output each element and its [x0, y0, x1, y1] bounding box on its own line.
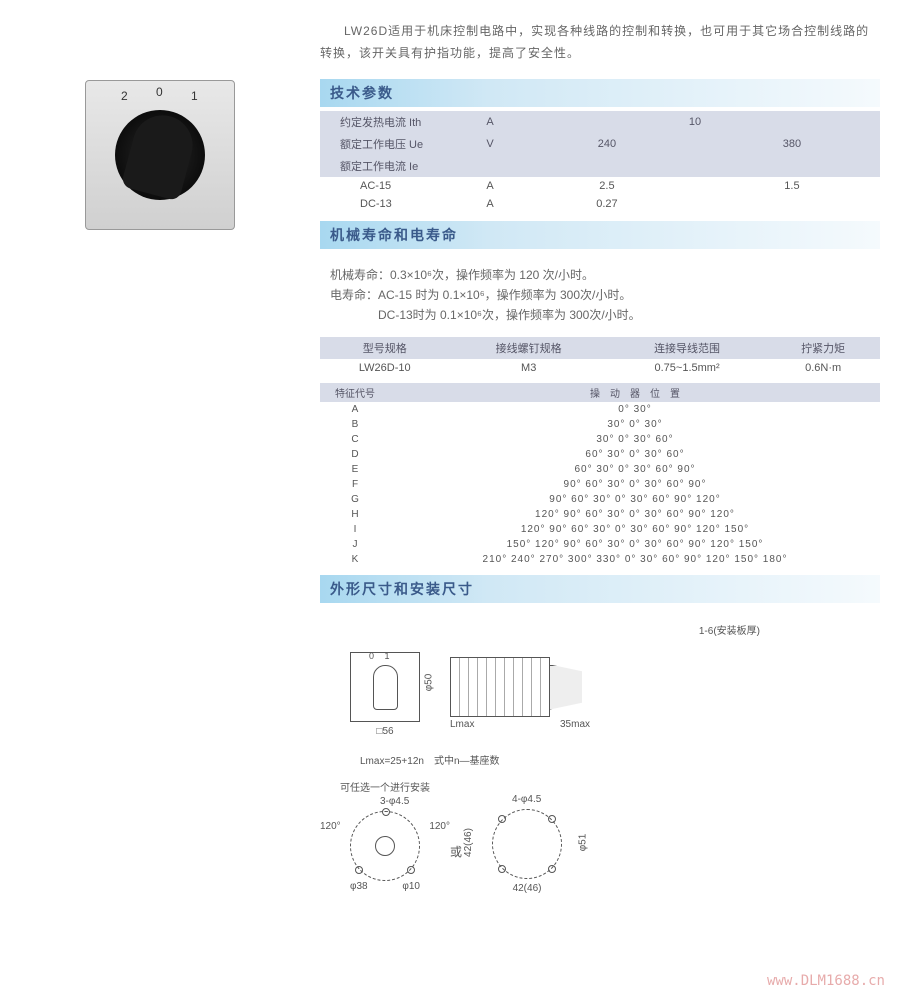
spec-table: 型号规格 接线螺钉规格 连接导线范围 拧紧力矩 LW26D-10 M3 0.75… — [320, 337, 880, 377]
life-line: 机械寿命：0.3×10⁶次，操作频率为 120 次/小时。 — [330, 265, 870, 285]
feature-code: K — [320, 552, 390, 567]
feature-code: D — [320, 447, 390, 462]
formula: Lmax=25+12n 式中n—基座数 — [320, 752, 880, 767]
feature-pos: 0° 30° — [390, 402, 880, 417]
feature-pos: 30° 0° 30° — [390, 417, 880, 432]
tech-label: 额定工作电压 Ue — [320, 133, 470, 155]
right-column: LW26D适用于机床控制电路中，实现各种线路的控制和转换，也可用于其它场合控制线… — [320, 0, 900, 944]
feature-code: C — [320, 432, 390, 447]
feature-pos: 150° 120° 90° 60° 30° 0° 30° 60° 90° 120… — [390, 537, 880, 552]
holes-a-label: 3-φ4.5 — [380, 796, 409, 807]
h-b-label: 42(46) — [463, 828, 474, 857]
spec-header: 接线螺钉规格 — [449, 337, 607, 359]
tech-val: 240 — [510, 133, 704, 155]
product-image: 2 0 1 — [60, 80, 260, 280]
life-line: 电寿命：AC-15 时为 0.1×10⁶，操作频率为 300次/小时。 — [330, 285, 870, 305]
side-view-diagram: φ50 Lmax 35max — [450, 657, 590, 732]
life-desc: 机械寿命：0.3×10⁶次，操作频率为 120 次/小时。 电寿命：AC-15 … — [320, 253, 880, 337]
or-text: 或 — [450, 843, 462, 860]
tech-params-table: 约定发热电流 IthA10 额定工作电压 UeV240380 额定工作电流 Ie… — [320, 111, 880, 213]
tech-val: 1.5 — [704, 177, 880, 195]
tech-unit: A — [470, 111, 510, 133]
tech-sublabel: DC-13 — [320, 195, 470, 213]
height-label: φ50 — [423, 674, 434, 692]
dia-a-label: φ38 — [350, 881, 368, 892]
section-tech-params: 技术参数 — [320, 79, 880, 107]
feature-code: H — [320, 507, 390, 522]
angle-label: 120° — [429, 821, 450, 832]
spec-val: LW26D-10 — [320, 359, 449, 377]
feature-code: B — [320, 417, 390, 432]
left-column: 2 0 1 — [0, 0, 320, 944]
feature-pos: 120° 90° 60° 30° 0° 30° 60° 90° 120° 150… — [390, 522, 880, 537]
tech-label: 额定工作电流 Ie — [320, 155, 470, 177]
feature-code: G — [320, 492, 390, 507]
feature-code: A — [320, 402, 390, 417]
spec-val: 0.6N·m — [766, 359, 880, 377]
tech-label: 约定发热电流 Ith — [320, 111, 470, 133]
angle-label: 120° — [320, 821, 341, 832]
feature-pos: 120° 90° 60° 30° 0° 30° 60° 90° 120° — [390, 507, 880, 522]
spec-header: 拧紧力矩 — [766, 337, 880, 359]
watermark: www.DLM1688.cn — [767, 973, 885, 989]
feature-code: F — [320, 477, 390, 492]
spec-header: 连接导线范围 — [608, 337, 766, 359]
feature-pos-header: 操 动 器 位 置 — [390, 383, 880, 402]
mount-pattern-b: 4-φ4.5 42(46) φ51 42(46) — [492, 809, 562, 894]
dimension-diagrams: 1-6(安装板厚) 0 1 □56 φ50 Lmax — [320, 607, 880, 924]
feature-pos: 90° 60° 30° 0° 30° 60° 90° 120° — [390, 492, 880, 507]
tech-sublabel: AC-15 — [320, 177, 470, 195]
holes-b-label: 4-φ4.5 — [512, 794, 541, 805]
w-b-label: 42(46) — [492, 883, 562, 894]
intro-text: LW26D适用于机床控制电路中，实现各种线路的控制和转换，也可用于其它场合控制线… — [320, 20, 880, 64]
mount-pattern-a: 3-φ4.5 120° 120° φ38 φ10 — [350, 811, 420, 892]
spec-header: 型号规格 — [320, 337, 449, 359]
front-view-diagram: 0 1 □56 — [350, 652, 420, 737]
dim-front-label: □56 — [350, 726, 420, 737]
life-line: DC-13时为 0.1×10⁶次，操作频率为 300次/小时。 — [330, 305, 870, 325]
feature-pos: 90° 60° 30° 0° 30° 60° 90° — [390, 477, 880, 492]
tech-unit: A — [470, 195, 510, 213]
feature-code: I — [320, 522, 390, 537]
feature-pos: 60° 30° 0° 30° 60° 90° — [390, 462, 880, 477]
feature-pos: 30° 0° 30° 60° — [390, 432, 880, 447]
feature-code: E — [320, 462, 390, 477]
dia-b-label: φ51 — [578, 834, 589, 852]
feature-pos: 60° 30° 0° 30° 60° — [390, 447, 880, 462]
feature-code: J — [320, 537, 390, 552]
section-dimensions: 外形尺寸和安装尺寸 — [320, 575, 880, 603]
lmax-label: Lmax — [450, 719, 474, 730]
tech-val: 0.27 — [510, 195, 704, 213]
tech-val: 2.5 — [510, 177, 704, 195]
feature-col-header: 特征代号 — [320, 383, 390, 402]
spec-val: M3 — [449, 359, 607, 377]
dia-a2-label: φ10 — [402, 881, 420, 892]
spec-val: 0.75~1.5mm² — [608, 359, 766, 377]
section-life: 机械寿命和电寿命 — [320, 221, 880, 249]
choose-text: 可任选一个进行安装 — [320, 779, 880, 794]
top-note: 1-6(安装板厚) — [320, 622, 880, 637]
tech-val: 10 — [510, 111, 880, 133]
feature-table: 特征代号 操 动 器 位 置 A0° 30° B30° 0° 30° C30° … — [320, 383, 880, 567]
feature-pos: 210° 240° 270° 300° 330° 0° 30° 60° 90° … — [390, 552, 880, 567]
tech-unit: V — [470, 133, 510, 155]
tech-unit: A — [470, 177, 510, 195]
side-r-label: 35max — [560, 719, 590, 730]
tech-val: 380 — [704, 133, 880, 155]
